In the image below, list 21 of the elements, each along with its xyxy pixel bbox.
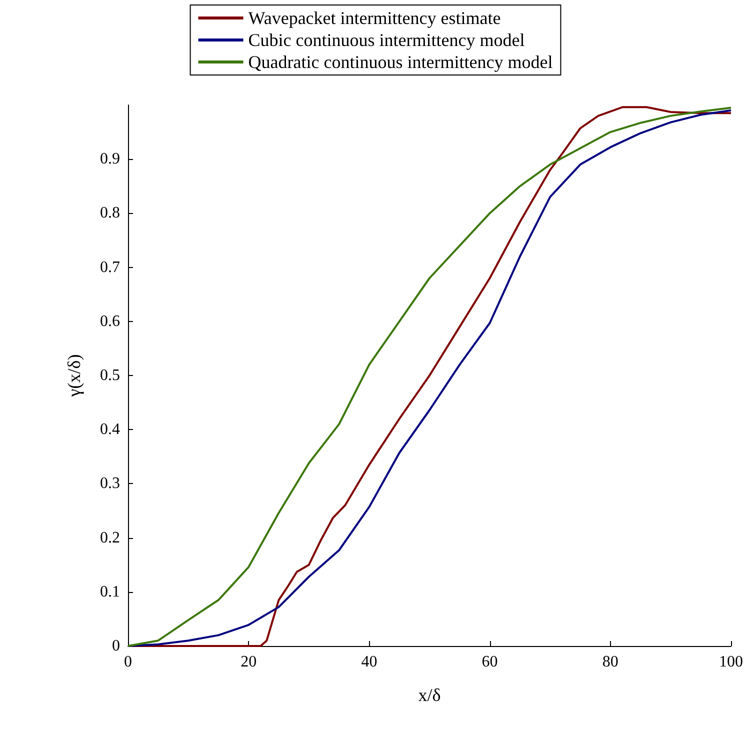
x-axis-title: x/δ — [418, 685, 441, 705]
x-tick-label: 0 — [124, 654, 132, 670]
x-tick-label: 40 — [361, 654, 378, 670]
x-tick-label: 100 — [719, 654, 743, 670]
legend-label: Cubic continuous intermittency model — [248, 30, 525, 50]
y-tick-label: 0.6 — [100, 312, 120, 330]
legend-label: Wavepacket intermittency estimate — [248, 8, 501, 28]
y-tick-label: 0.8 — [100, 204, 120, 222]
x-tick-label: 80 — [602, 654, 618, 670]
y-tick-label: 0.7 — [100, 258, 120, 276]
y-tick-label: 0.9 — [100, 150, 120, 168]
y-tick-label: 0.5 — [100, 367, 120, 384]
y-axis-title: γ(x/δ) — [64, 354, 84, 398]
y-tick-label: 0.3 — [100, 475, 120, 492]
y-tick-label: 0.2 — [100, 529, 120, 546]
y-tick-label: 0 — [112, 638, 120, 654]
y-tick-label: 0.1 — [100, 583, 120, 600]
legend-label: Quadratic continuous intermittency model — [248, 52, 553, 72]
x-tick-label: 60 — [482, 654, 498, 670]
x-tick-label: 20 — [240, 654, 257, 670]
y-tick-label: 0.4 — [100, 421, 120, 438]
